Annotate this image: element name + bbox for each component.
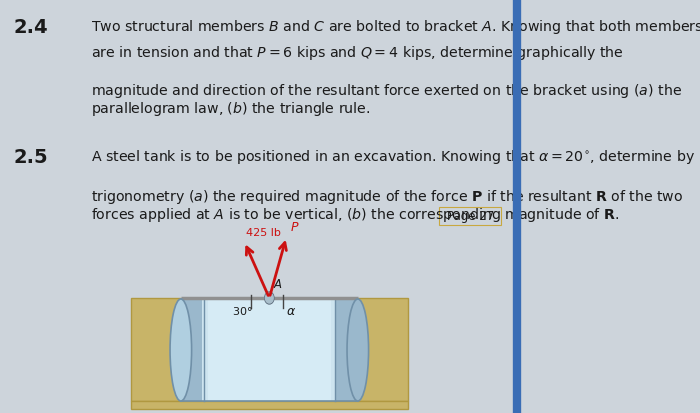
Bar: [131, 298, 181, 401]
Circle shape: [265, 292, 274, 304]
Circle shape: [265, 293, 273, 303]
Bar: [358, 298, 408, 401]
Bar: [208, 299, 331, 401]
Text: magnitude and direction of the resultant force exerted on the bracket using $(a): magnitude and direction of the resultant…: [91, 82, 682, 100]
Text: Page 27: Page 27: [447, 210, 494, 223]
Bar: [131, 401, 408, 409]
Text: 425 lb: 425 lb: [246, 227, 281, 237]
Bar: [181, 299, 358, 401]
Text: $30°$: $30°$: [232, 304, 253, 316]
Bar: [181, 299, 358, 401]
Text: forces applied at $A$ is to be vertical, $(b)$ the corresponding magnitude of $\: forces applied at $A$ is to be vertical,…: [91, 206, 619, 223]
Text: 2.4: 2.4: [14, 18, 48, 37]
Text: parallelogram law, $(b)$ the triangle rule.: parallelogram law, $(b)$ the triangle ru…: [91, 100, 370, 118]
Text: $A$: $A$: [273, 277, 283, 290]
Text: $\alpha$: $\alpha$: [286, 304, 296, 317]
Bar: [181, 299, 202, 401]
Bar: [336, 299, 358, 401]
Text: are in tension and that $P = 6$ kips and $Q = 4$ kips, determine graphically the: are in tension and that $P = 6$ kips and…: [91, 44, 624, 62]
Text: $P$: $P$: [290, 221, 299, 233]
Text: Two structural members $B$ and $C$ are bolted to bracket $A$. Knowing that both : Two structural members $B$ and $C$ are b…: [91, 18, 700, 36]
FancyBboxPatch shape: [440, 207, 501, 225]
Ellipse shape: [347, 299, 369, 401]
Ellipse shape: [170, 299, 192, 401]
Text: trigonometry $(a)$ the required magnitude of the force $\mathbf{P}$ if the resul: trigonometry $(a)$ the required magnitud…: [91, 188, 683, 206]
Text: A steel tank is to be positioned in an excavation. Knowing that $\alpha = 20^{\c: A steel tank is to be positioned in an e…: [91, 147, 695, 166]
Text: 2.5: 2.5: [14, 147, 48, 166]
